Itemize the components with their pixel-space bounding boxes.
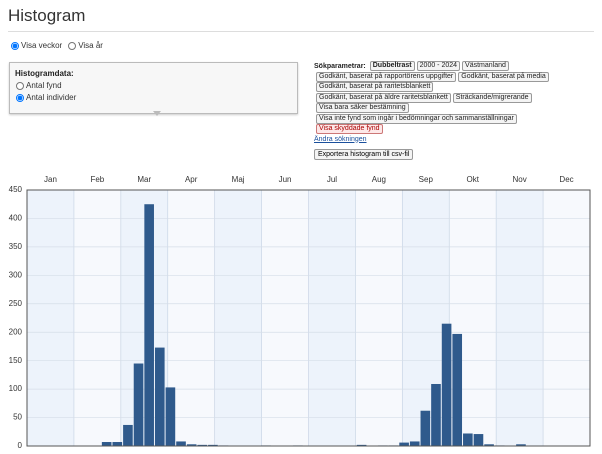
month-label: Okt <box>466 175 479 184</box>
panel-arrow <box>153 111 161 116</box>
tag-row: Godkänt, baserat på raritetsblankett <box>314 82 549 93</box>
y-tick-label: 450 <box>9 185 23 194</box>
radio-option[interactable]: Antal individer <box>16 93 297 102</box>
search-tag: Dubbeltrast <box>369 61 415 72</box>
search-tag: Visa inte fynd som ingår i bedömningar o… <box>316 113 517 124</box>
month-band <box>73 190 121 446</box>
month-band <box>308 190 356 446</box>
export-button[interactable]: Exportera histogram till csv-fil <box>314 148 414 160</box>
y-tick-label: 0 <box>18 441 23 450</box>
bar <box>197 444 208 446</box>
search-tag: Godkänt, baserat på media <box>458 71 549 82</box>
radio-label: Visa veckor <box>21 41 63 50</box>
y-tick-label: 250 <box>9 299 23 308</box>
search-tag: 2000 - 2024 <box>416 61 461 72</box>
bar <box>133 363 144 446</box>
tag-row: Visa skyddade fynd <box>314 124 549 135</box>
tag-row: Sökparametrar: Dubbeltrast 2000 - 2024 Väst… <box>314 61 549 72</box>
search-label: Sökparametrar: <box>314 62 366 70</box>
bar <box>463 433 473 446</box>
bar <box>176 441 186 446</box>
radio-option[interactable]: Visa veckor <box>11 41 62 50</box>
month-label: Dec <box>559 175 573 184</box>
month-band <box>496 190 544 446</box>
page-title: Histogram <box>8 6 86 25</box>
month-label: Mar <box>137 175 151 184</box>
search-tag: Västmanland <box>462 61 509 72</box>
month-label: Maj <box>232 175 245 184</box>
month-band <box>27 190 74 446</box>
search-tag: Godkänt, baserat på äldre raritetsblanke… <box>316 92 451 103</box>
bar <box>208 444 218 446</box>
search-parameters: Sökparametrar: Dubbeltrast 2000 - 2024 Väst… <box>314 61 549 160</box>
month-band <box>167 190 215 446</box>
radio[interactable] <box>16 81 24 90</box>
month-label: Aug <box>372 175 386 184</box>
bar <box>516 444 526 446</box>
radio-label: Antal fynd <box>26 81 62 90</box>
y-tick-label: 150 <box>9 356 23 365</box>
month-label: Feb <box>90 175 104 184</box>
search-tag: Visa skyddade fynd <box>316 124 383 135</box>
y-tick-label: 400 <box>9 214 23 223</box>
bar <box>473 434 484 446</box>
bar <box>452 333 463 446</box>
month-label: Jun <box>279 175 292 184</box>
radio-label: Visa år <box>78 41 103 50</box>
month-label: Apr <box>185 175 198 184</box>
y-tick-label: 200 <box>9 327 23 336</box>
bar <box>123 424 133 446</box>
tag-row: Visa bara säker bestämning <box>314 103 549 114</box>
bar <box>186 444 197 446</box>
search-tag: Godkänt, baserat på raritetsblankett <box>316 82 434 93</box>
month-band <box>214 190 262 446</box>
bar <box>484 444 494 446</box>
y-tick-label: 50 <box>13 413 22 422</box>
tag-row: Godkänt, baserat på rapportörens uppgift… <box>314 71 549 83</box>
bar <box>112 442 123 446</box>
chart: Jan Feb Mar Apr Maj Jun Jul Aug Sep Okt Nov Dec 0 50 1… <box>9 175 591 450</box>
view-toggle: Visa veckor Visa år <box>11 41 103 50</box>
histogram-data-panel: Histogramdata: Antal fynd Antal individe… <box>9 62 298 114</box>
month-label: Sep <box>419 175 434 184</box>
y-tick-label: 100 <box>9 384 23 393</box>
bar <box>356 444 367 446</box>
tag-row: Visa inte fynd som ingår i bedömningar o… <box>314 113 549 125</box>
bar <box>420 410 431 446</box>
month-band <box>543 190 590 446</box>
radio[interactable] <box>11 41 19 50</box>
search-tag: Sträckande/migrerande <box>452 92 532 103</box>
bar <box>165 387 176 446</box>
bar <box>441 323 452 446</box>
month-band <box>355 190 403 446</box>
bar <box>144 204 154 446</box>
search-tag: Visa bara säker bestämning <box>316 103 409 114</box>
search-tag: Godkänt, baserat på rapportörens uppgift… <box>316 71 457 82</box>
y-tick-label: 300 <box>9 270 23 279</box>
bar <box>101 442 112 446</box>
radio-option[interactable]: Visa år <box>68 41 103 50</box>
panel-title: Histogramdata: <box>15 69 74 78</box>
radio[interactable] <box>68 41 77 50</box>
month-label: Nov <box>513 175 527 184</box>
radio-label: Antal individer <box>26 93 77 102</box>
month-label: Jul <box>327 175 337 184</box>
y-tick-label: 350 <box>9 242 23 251</box>
divider <box>8 31 594 32</box>
bar <box>399 442 409 446</box>
radio[interactable] <box>16 93 24 102</box>
bar <box>431 383 441 446</box>
bar <box>154 347 165 446</box>
month-band <box>261 190 309 446</box>
tag-row: Godkänt, baserat på äldre raritetsblanke… <box>314 92 549 104</box>
month-label: Jan <box>44 175 57 184</box>
bar <box>409 441 420 446</box>
radio-option[interactable]: Antal fynd <box>16 81 297 90</box>
plot-border <box>26 189 591 447</box>
month-band <box>402 190 450 446</box>
change-link[interactable]: Ändra sökningen <box>314 135 367 143</box>
